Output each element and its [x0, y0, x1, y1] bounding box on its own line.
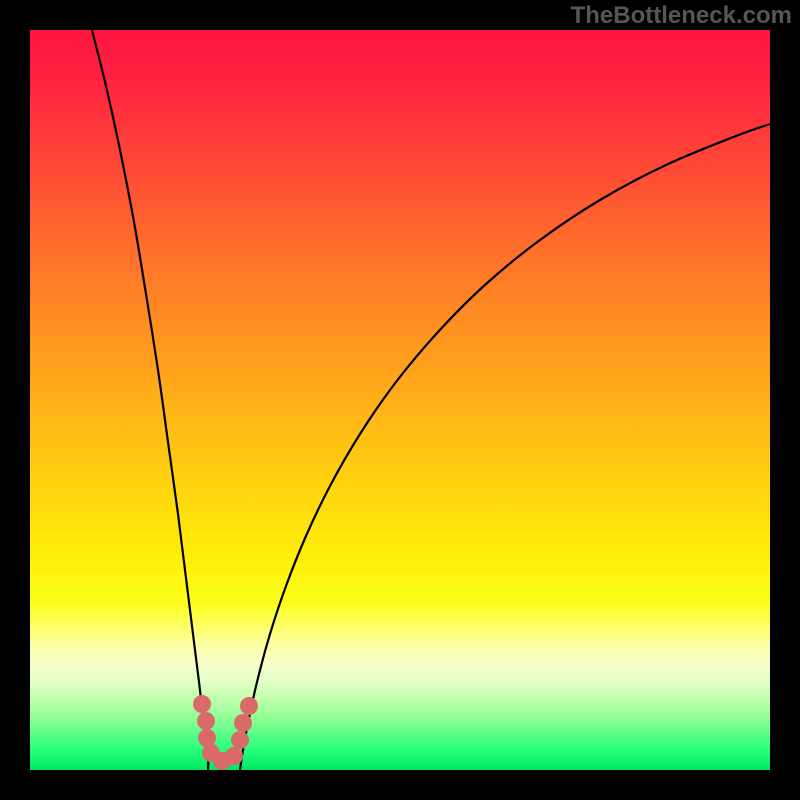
marker-dot	[225, 747, 243, 765]
marker-dot	[240, 697, 258, 715]
watermark: TheBottleneck.com	[571, 2, 792, 30]
plot-area	[30, 30, 770, 770]
marker-dot	[197, 712, 215, 730]
frame-bottom	[0, 770, 800, 800]
bottleneck-chart	[30, 30, 770, 770]
frame-right	[770, 0, 800, 800]
watermark-text: TheBottleneck.com	[571, 2, 792, 29]
frame-left	[0, 0, 30, 800]
marker-dot	[231, 731, 249, 749]
marker-dot	[193, 695, 211, 713]
gradient-background	[30, 30, 770, 770]
marker-dot	[234, 714, 252, 732]
